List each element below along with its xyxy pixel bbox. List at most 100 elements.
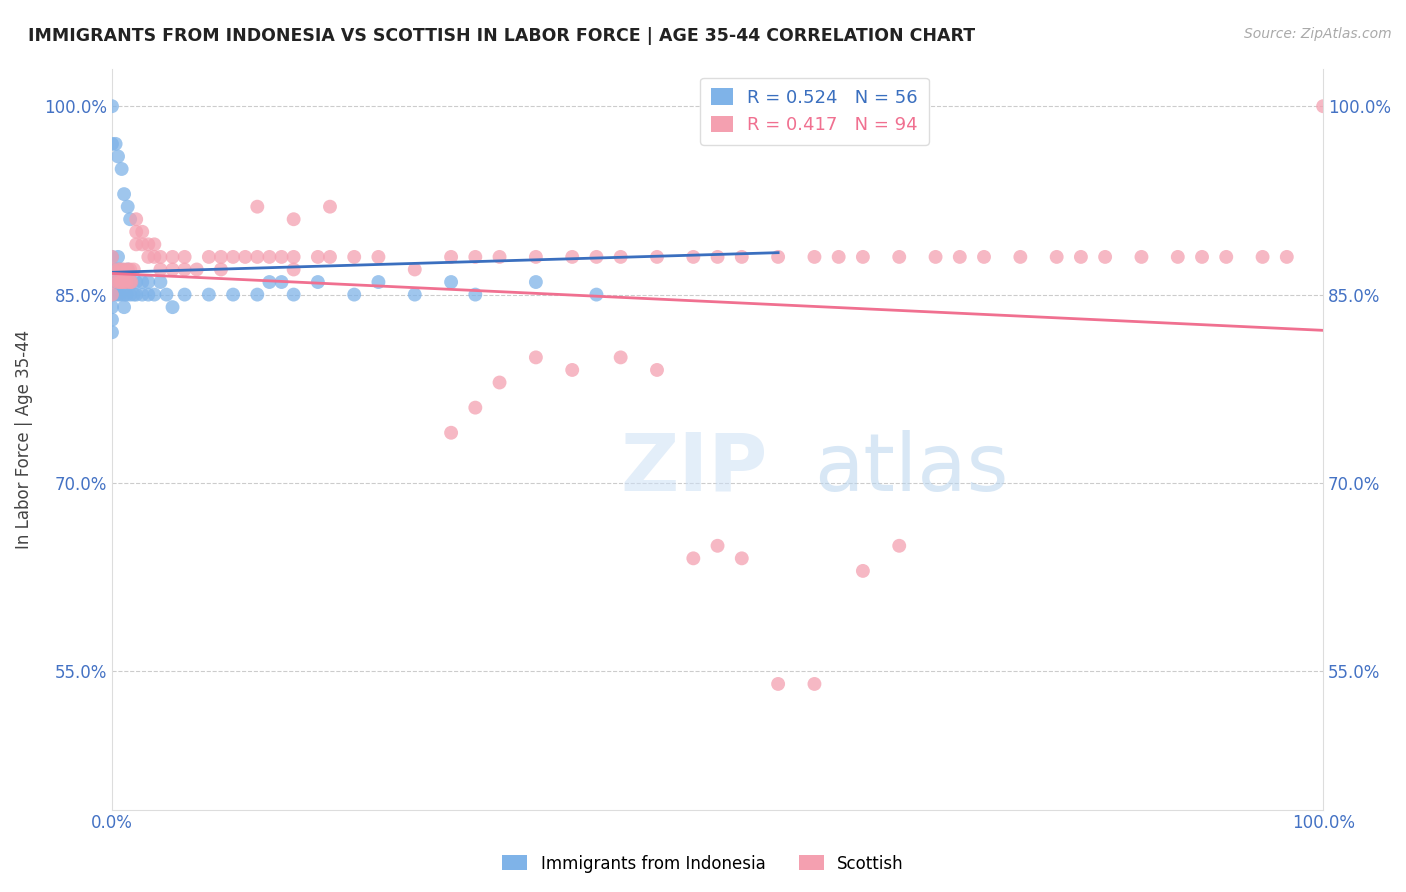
- Point: [107, 262, 129, 277]
- Point: [101, 250, 124, 264]
- Point: [852, 564, 875, 578]
- Point: [115, 287, 138, 301]
- Point: [136, 275, 159, 289]
- Point: [1275, 250, 1298, 264]
- Point: [117, 275, 139, 289]
- Point: [233, 250, 256, 264]
- Point: [186, 262, 208, 277]
- Point: [111, 161, 134, 176]
- Point: [889, 539, 911, 553]
- Point: [136, 250, 159, 264]
- Point: [852, 250, 875, 264]
- Point: [803, 677, 825, 691]
- Point: [117, 262, 139, 277]
- Point: [1251, 250, 1274, 264]
- Point: [524, 250, 547, 264]
- Point: [120, 275, 142, 289]
- Point: [101, 287, 124, 301]
- Point: [120, 275, 142, 289]
- Point: [488, 250, 510, 264]
- Point: [222, 250, 245, 264]
- Point: [766, 250, 789, 264]
- Point: [122, 262, 145, 277]
- Point: [440, 250, 463, 264]
- Point: [117, 262, 139, 277]
- Point: [101, 275, 124, 289]
- Point: [112, 262, 135, 277]
- Point: [111, 275, 134, 289]
- Point: [107, 149, 129, 163]
- Point: [107, 262, 129, 277]
- Point: [488, 376, 510, 390]
- Point: [1070, 250, 1092, 264]
- Point: [107, 275, 129, 289]
- Point: [149, 250, 172, 264]
- Point: [246, 200, 269, 214]
- Point: [803, 250, 825, 264]
- Point: [173, 250, 195, 264]
- Point: [1046, 250, 1069, 264]
- Point: [104, 287, 127, 301]
- Point: [112, 287, 135, 301]
- Point: [110, 275, 132, 289]
- Point: [149, 262, 172, 277]
- Point: [1191, 250, 1213, 264]
- Point: [270, 275, 292, 289]
- Point: [682, 551, 704, 566]
- Point: [112, 275, 135, 289]
- Point: [112, 187, 135, 202]
- Point: [307, 275, 329, 289]
- Point: [101, 99, 124, 113]
- Point: [107, 275, 129, 289]
- Point: [319, 250, 342, 264]
- Point: [246, 287, 269, 301]
- Point: [924, 250, 946, 264]
- Point: [101, 287, 124, 301]
- Point: [440, 425, 463, 440]
- Point: [307, 250, 329, 264]
- Point: [136, 287, 159, 301]
- Point: [110, 287, 132, 301]
- Point: [104, 136, 127, 151]
- Point: [101, 262, 124, 277]
- Point: [162, 250, 184, 264]
- Point: [111, 262, 134, 277]
- Text: Source: ZipAtlas.com: Source: ZipAtlas.com: [1244, 27, 1392, 41]
- Point: [246, 250, 269, 264]
- Point: [131, 225, 153, 239]
- Point: [343, 250, 366, 264]
- Point: [464, 250, 486, 264]
- Point: [101, 275, 124, 289]
- Point: [319, 200, 342, 214]
- Point: [731, 551, 754, 566]
- Point: [112, 275, 135, 289]
- Point: [283, 262, 305, 277]
- Point: [889, 250, 911, 264]
- Point: [107, 250, 129, 264]
- Point: [283, 287, 305, 301]
- Point: [110, 275, 132, 289]
- Point: [125, 287, 148, 301]
- Point: [110, 262, 132, 277]
- Legend: R = 0.524   N = 56, R = 0.417   N = 94: R = 0.524 N = 56, R = 0.417 N = 94: [700, 78, 928, 145]
- Point: [198, 287, 221, 301]
- Point: [222, 287, 245, 301]
- Point: [949, 250, 972, 264]
- Point: [609, 250, 631, 264]
- Point: [283, 212, 305, 227]
- Point: [609, 351, 631, 365]
- Point: [155, 287, 177, 301]
- Point: [125, 275, 148, 289]
- Point: [404, 262, 426, 277]
- Point: [524, 351, 547, 365]
- Point: [111, 275, 134, 289]
- Point: [259, 275, 281, 289]
- Point: [120, 275, 142, 289]
- Point: [125, 225, 148, 239]
- Point: [162, 262, 184, 277]
- Point: [1312, 99, 1334, 113]
- Point: [283, 250, 305, 264]
- Point: [143, 250, 166, 264]
- Text: atlas: atlas: [814, 430, 1010, 508]
- Point: [131, 275, 153, 289]
